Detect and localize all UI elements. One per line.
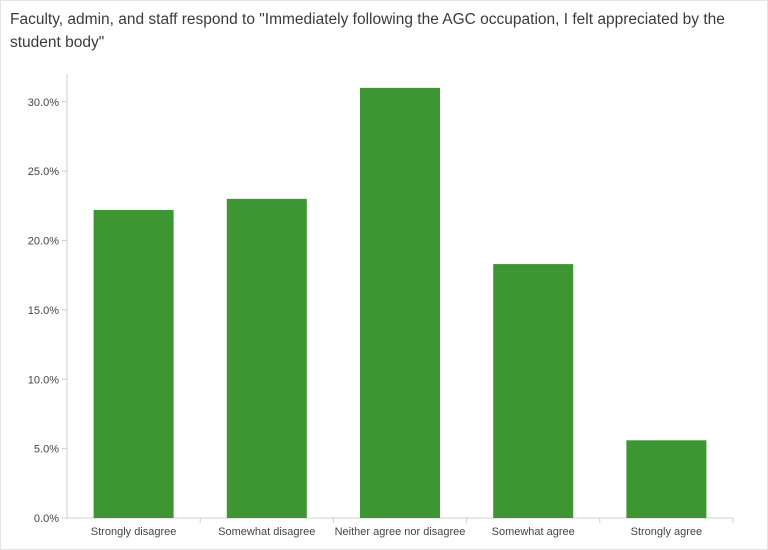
x-tick-label: Neither agree nor disagree: [335, 526, 466, 538]
bar: [93, 209, 174, 518]
x-tick-label: Strongly agree: [631, 526, 703, 538]
bar: [226, 198, 307, 518]
bar: [493, 264, 574, 518]
y-tick-label: 10.0%: [28, 374, 59, 386]
bars: [93, 87, 707, 518]
chart-title: Faculty, admin, and staff respond to "Im…: [10, 11, 725, 51]
y-tick-label: 30.0%: [28, 97, 59, 109]
y-tick-label: 25.0%: [28, 166, 59, 178]
y-tick-label: 0.0%: [34, 513, 59, 525]
x-tick-label: Strongly disagree: [91, 526, 177, 538]
x-tick-label: Somewhat disagree: [218, 526, 315, 538]
y-tick-label: 15.0%: [28, 305, 59, 317]
x-axis: Strongly disagree Somewhat disagree Neithe…: [67, 517, 734, 538]
y-tick-label: 20.0%: [28, 236, 59, 248]
y-tick-label: 5.0%: [34, 444, 59, 456]
y-axis: 0.0% 5.0% 10.0% 15.0% 20.0% 25.0% 30.0%: [28, 74, 68, 525]
bar: [626, 440, 707, 518]
x-tick-label: Somewhat agree: [492, 526, 575, 538]
bar: [360, 87, 440, 518]
